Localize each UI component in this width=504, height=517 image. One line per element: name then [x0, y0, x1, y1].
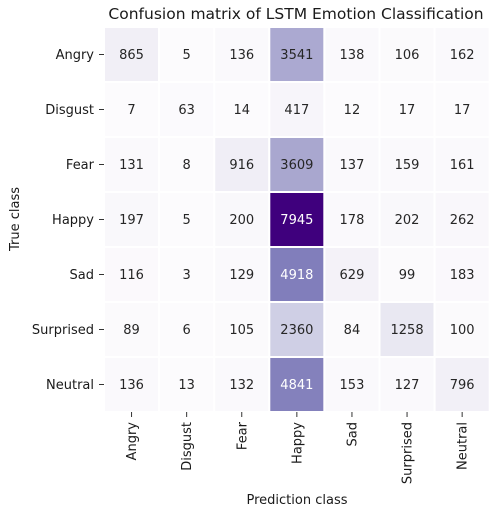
cell-value-label: 63: [178, 103, 195, 118]
cell-value-label: 183: [450, 268, 475, 283]
heatmap-cell: [103, 191, 161, 248]
heatmap-cell: [213, 81, 271, 138]
cell-value-label: 161: [450, 158, 475, 173]
cell-value-label: 137: [340, 158, 365, 173]
heatmap-cell: [213, 136, 271, 193]
cell-value-label: 865: [119, 48, 144, 63]
cell-value-label: 138: [340, 48, 365, 63]
chart-title: Confusion matrix of LSTM Emotion Classif…: [108, 5, 483, 23]
cell-value-label: 200: [229, 213, 254, 228]
y-tick-label: Neutral: [46, 378, 94, 393]
heatmap-cell: [378, 356, 436, 413]
x-tick-label: Happy: [290, 422, 305, 464]
y-tick-label: Fear: [66, 158, 95, 173]
x-tick-label: Disgust: [180, 422, 195, 471]
cell-value-label: 7: [127, 103, 135, 118]
cell-value-label: 106: [395, 48, 420, 63]
cell-value-label: 5: [183, 213, 191, 228]
cell-value-label: 3609: [280, 158, 313, 173]
heatmap-cell: [378, 136, 436, 193]
cell-value-label: 127: [395, 378, 420, 393]
cell-value-label: 3: [183, 268, 191, 283]
cell-value-label: 99: [399, 268, 416, 283]
cell-value-label: 4918: [280, 268, 313, 283]
heatmap-cell: [103, 246, 161, 303]
cell-value-label: 629: [340, 268, 365, 283]
cell-value-label: 197: [119, 213, 144, 228]
cell-value-label: 5: [183, 48, 191, 63]
cell-value-label: 8: [183, 158, 191, 173]
x-axis-label: Prediction class: [247, 493, 348, 508]
heatmap-cell: [213, 246, 271, 303]
cell-value-label: 131: [119, 158, 144, 173]
x-tick-labels: Angry Disgust Fear Happy Sad Surprised Neutral: [125, 412, 471, 484]
cell-value-label: 162: [450, 48, 475, 63]
heatmap-cell: [433, 301, 491, 358]
cell-value-label: 916: [229, 158, 254, 173]
cell-value-label: 129: [229, 268, 254, 283]
cell-value-label: 17: [454, 103, 471, 118]
cell-value-label: 3541: [280, 48, 313, 63]
x-tick-label: Angry: [125, 422, 140, 461]
heatmap-cell: [158, 191, 216, 248]
cell-value-label: 1258: [391, 323, 424, 338]
heatmap-cell: [103, 301, 161, 358]
cell-value-label: 796: [450, 378, 475, 393]
cell-value-label: 89: [123, 323, 140, 338]
cell-value-label: 6: [183, 323, 191, 338]
y-tick-label: Sad: [70, 268, 94, 283]
x-tick-label: Surprised: [401, 422, 416, 484]
cell-value-label: 12: [344, 103, 361, 118]
cell-value-label: 100: [450, 323, 475, 338]
y-tick-label: Angry: [56, 48, 95, 63]
cell-value-label: 262: [450, 213, 475, 228]
x-tick-label: Sad: [345, 422, 360, 446]
cell-value-label: 4841: [280, 378, 313, 393]
cell-value-label: 132: [229, 378, 254, 393]
heatmap-cell: [378, 26, 436, 83]
cell-value-label: 159: [395, 158, 420, 173]
cell-value-label: 178: [340, 213, 365, 228]
heatmap-cell: [433, 81, 491, 138]
cell-value-label: 7945: [280, 213, 313, 228]
heatmap-cell: [433, 356, 491, 413]
heatmap-cell: [268, 356, 326, 413]
cell-value-label: 84: [344, 323, 361, 338]
cell-value-label: 136: [119, 378, 144, 393]
x-tick-label: Fear: [235, 421, 250, 450]
heatmap-cell: [158, 136, 216, 193]
cell-value-label: 2360: [280, 323, 313, 338]
y-tick-label: Surprised: [32, 323, 94, 338]
cell-value-label: 202: [395, 213, 420, 228]
cell-value-label: 13: [178, 378, 195, 393]
heatmap-cell: [378, 191, 436, 248]
cell-value-label: 116: [119, 268, 144, 283]
heatmap-cell: [323, 136, 381, 193]
cell-value-label: 136: [229, 48, 254, 63]
heatmap-cell: [158, 301, 216, 358]
heatmap-cell: [323, 81, 381, 138]
heatmap-cell: [433, 136, 491, 193]
x-tick-label: Neutral: [456, 422, 471, 470]
y-axis-label: True class: [8, 187, 23, 252]
heatmap-cell: [213, 356, 271, 413]
cell-value-label: 14: [233, 103, 250, 118]
cell-value-label: 17: [399, 103, 416, 118]
cell-value-label: 105: [229, 323, 254, 338]
y-tick-label: Disgust: [45, 103, 94, 118]
y-tick-label: Happy: [52, 213, 94, 228]
cell-value-label: 153: [340, 378, 365, 393]
cell-value-label: 417: [284, 103, 309, 118]
y-tick-labels: Angry Disgust Fear Happy Sad Surprised Neutral: [32, 48, 104, 393]
